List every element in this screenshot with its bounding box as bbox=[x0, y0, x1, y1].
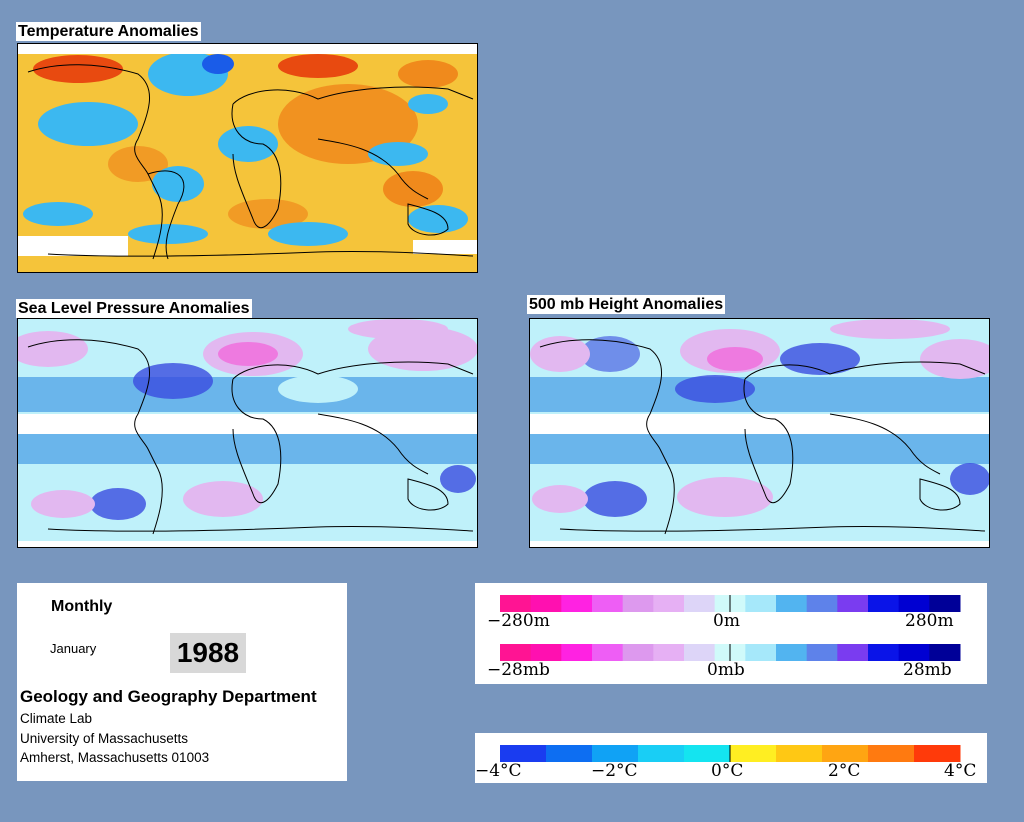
temperature-scale-swatch bbox=[868, 745, 915, 762]
temperature-scale-neg-label: −2°C bbox=[591, 761, 638, 781]
temperature-scale-swatch bbox=[546, 745, 593, 762]
height-scale-swatch bbox=[530, 595, 562, 612]
pressure-map-title: Sea Level Pressure Anomalies bbox=[16, 299, 252, 318]
pressure-scale-swatch bbox=[500, 644, 532, 661]
height-missing-band bbox=[530, 414, 989, 434]
temperature-scale-min-label: −4°C bbox=[475, 761, 522, 781]
temperature-color-scale bbox=[499, 745, 961, 768]
temperature-cool-regions bbox=[23, 52, 468, 246]
month-label: January bbox=[50, 641, 97, 656]
temperature-scale-swatch bbox=[684, 745, 731, 762]
coastline-outlines bbox=[27, 339, 474, 535]
pressure-scale-swatch bbox=[684, 644, 716, 661]
year-label: 1988 bbox=[170, 633, 246, 673]
height-color-scale bbox=[499, 595, 961, 618]
pressure-scale-swatch bbox=[745, 644, 777, 661]
pressure-positive-regions bbox=[18, 319, 477, 518]
height-scale-swatch bbox=[868, 595, 900, 612]
sea-level-pressure-anomaly-map bbox=[17, 318, 478, 548]
pressure-scale-swatch bbox=[530, 644, 562, 661]
pressure-scale-max-label: 28mb bbox=[903, 660, 952, 680]
pressure-scale-swatch bbox=[806, 644, 838, 661]
temperature-map-title: Temperature Anomalies bbox=[16, 22, 201, 41]
coastline-outlines bbox=[539, 339, 986, 535]
height-scale-swatch bbox=[929, 595, 961, 612]
height-scale-swatch bbox=[776, 595, 808, 612]
pressure-scale-swatch bbox=[561, 644, 593, 661]
coastline-outlines bbox=[27, 64, 474, 260]
university-name: University of Massachusetts bbox=[20, 731, 189, 746]
temperature-missing-data bbox=[18, 44, 477, 256]
height-scale-swatch bbox=[500, 595, 532, 612]
pressure-scale-swatch bbox=[592, 644, 624, 661]
height-negative-bands bbox=[530, 336, 989, 517]
temperature-scale-swatch bbox=[914, 745, 961, 762]
temperature-scale-swatch bbox=[730, 745, 777, 762]
temperature-scale-max-label: 4°C bbox=[944, 761, 977, 781]
pressure-scale-mid-label: 0mb bbox=[707, 660, 745, 680]
pressure-scale-swatch bbox=[776, 644, 808, 661]
pressure-scale-swatch bbox=[929, 644, 961, 661]
temperature-scale-swatch bbox=[592, 745, 639, 762]
department-name: Geology and Geography Department bbox=[20, 687, 317, 706]
height-pressure-legend: −280m 0m 280m −28mb 0mb 28mb bbox=[475, 583, 987, 684]
temperature-scale-pos-label: 2°C bbox=[828, 761, 861, 781]
height-scale-swatch bbox=[684, 595, 716, 612]
500mb-height-anomaly-map bbox=[529, 318, 990, 548]
temperature-scale-swatch bbox=[822, 745, 869, 762]
height-scale-swatch bbox=[653, 595, 685, 612]
height-scale-swatch bbox=[898, 595, 930, 612]
height-scale-swatch bbox=[561, 595, 593, 612]
pressure-missing-band bbox=[18, 414, 477, 434]
pressure-scale-swatch bbox=[622, 644, 654, 661]
pressure-negative-bands bbox=[18, 363, 477, 520]
pressure-scale-swatch bbox=[868, 644, 900, 661]
pressure-scale-swatch bbox=[837, 644, 869, 661]
temperature-scale-swatch bbox=[776, 745, 823, 762]
pressure-scale-min-label: −28mb bbox=[487, 660, 550, 680]
temperature-scale-mid-label: 0°C bbox=[711, 761, 744, 781]
height-scale-swatch bbox=[622, 595, 654, 612]
temperature-legend: −4°C −2°C 0°C 2°C 4°C bbox=[475, 733, 987, 783]
temperature-scale-swatch bbox=[500, 745, 547, 762]
city-address: Amherst, Massachusetts 01003 bbox=[20, 750, 210, 765]
height-scale-swatch bbox=[592, 595, 624, 612]
height-scale-swatch bbox=[806, 595, 838, 612]
pressure-scale-swatch bbox=[898, 644, 930, 661]
frequency-label: Monthly bbox=[51, 598, 113, 615]
height-scale-max-label: 280m bbox=[905, 611, 954, 631]
pressure-scale-swatch bbox=[653, 644, 685, 661]
pressure-color-scale bbox=[499, 644, 961, 667]
temperature-anomaly-map bbox=[17, 43, 478, 273]
height-scale-min-label: −280m bbox=[487, 611, 550, 631]
info-box: Monthly January 1988 Geology and Geograp… bbox=[17, 583, 347, 781]
temperature-scale-swatch bbox=[638, 745, 685, 762]
height-scale-mid-label: 0m bbox=[713, 611, 740, 631]
height-scale-swatch bbox=[745, 595, 777, 612]
height-map-title: 500 mb Height Anomalies bbox=[527, 295, 726, 314]
height-scale-swatch bbox=[837, 595, 869, 612]
lab-name: Climate Lab bbox=[20, 711, 93, 726]
